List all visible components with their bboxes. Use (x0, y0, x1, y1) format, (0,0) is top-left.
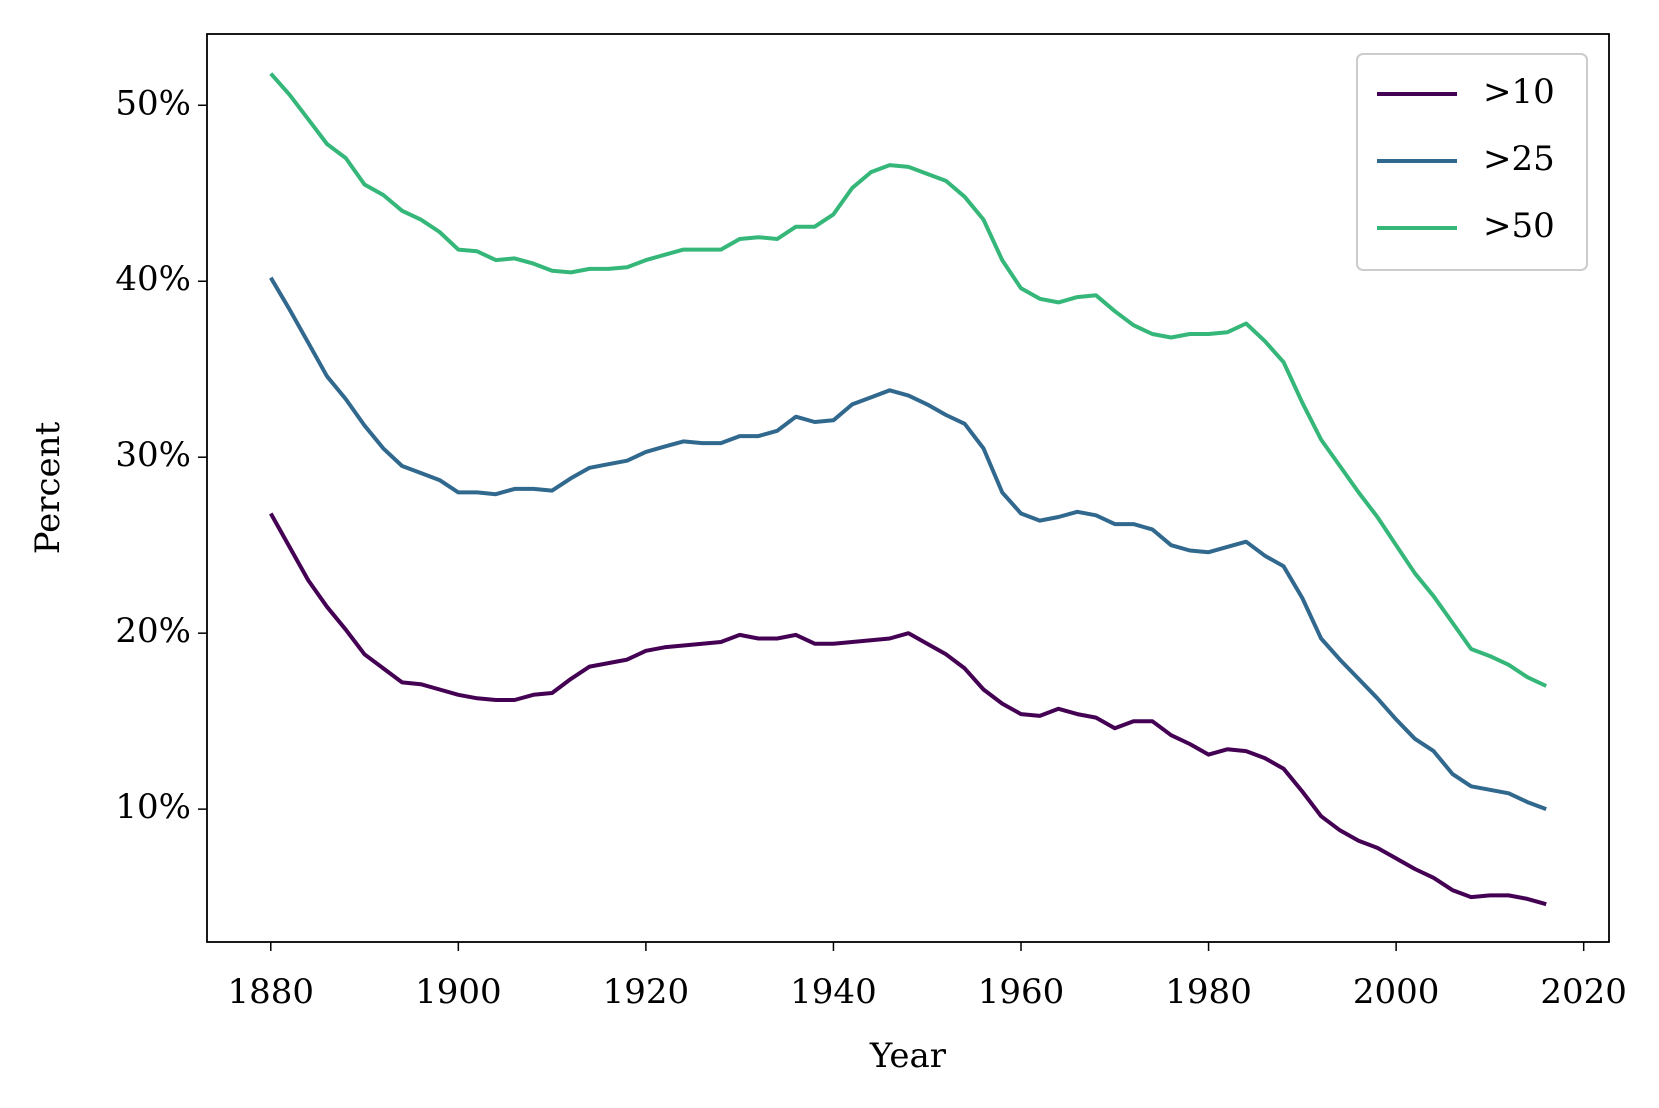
y-tick-label: 40% (115, 259, 191, 299)
x-tick-label: 1920 (603, 972, 690, 1012)
y-tick-label: 50% (115, 83, 191, 123)
x-tick-label: 1900 (415, 972, 502, 1012)
y-tick-label: 30% (115, 435, 191, 475)
plot-frame (206, 33, 1610, 943)
x-tick-label: 1940 (790, 972, 877, 1012)
legend-label: >10 (1483, 72, 1555, 112)
x-tick-label: 2000 (1353, 972, 1440, 1012)
series-line (269, 72, 1548, 688)
legend-box (1356, 53, 1588, 271)
x-axis-label: Year (869, 1036, 947, 1076)
legend: >10 >25 >50 (1356, 53, 1588, 271)
y-axis-label: Percent (28, 421, 68, 554)
series-line (269, 276, 1547, 811)
x-tick-label: 1980 (1165, 972, 1252, 1012)
x-tick-label: 1960 (978, 972, 1065, 1012)
y-tick-label: 20% (115, 611, 191, 651)
y-tick-label: 10% (115, 787, 191, 827)
x-tick-label: 1880 (228, 972, 315, 1012)
series-line (269, 512, 1547, 907)
x-tick-label: 2020 (1540, 972, 1627, 1012)
legend-label: >50 (1483, 206, 1555, 246)
legend-label: >25 (1483, 139, 1555, 179)
